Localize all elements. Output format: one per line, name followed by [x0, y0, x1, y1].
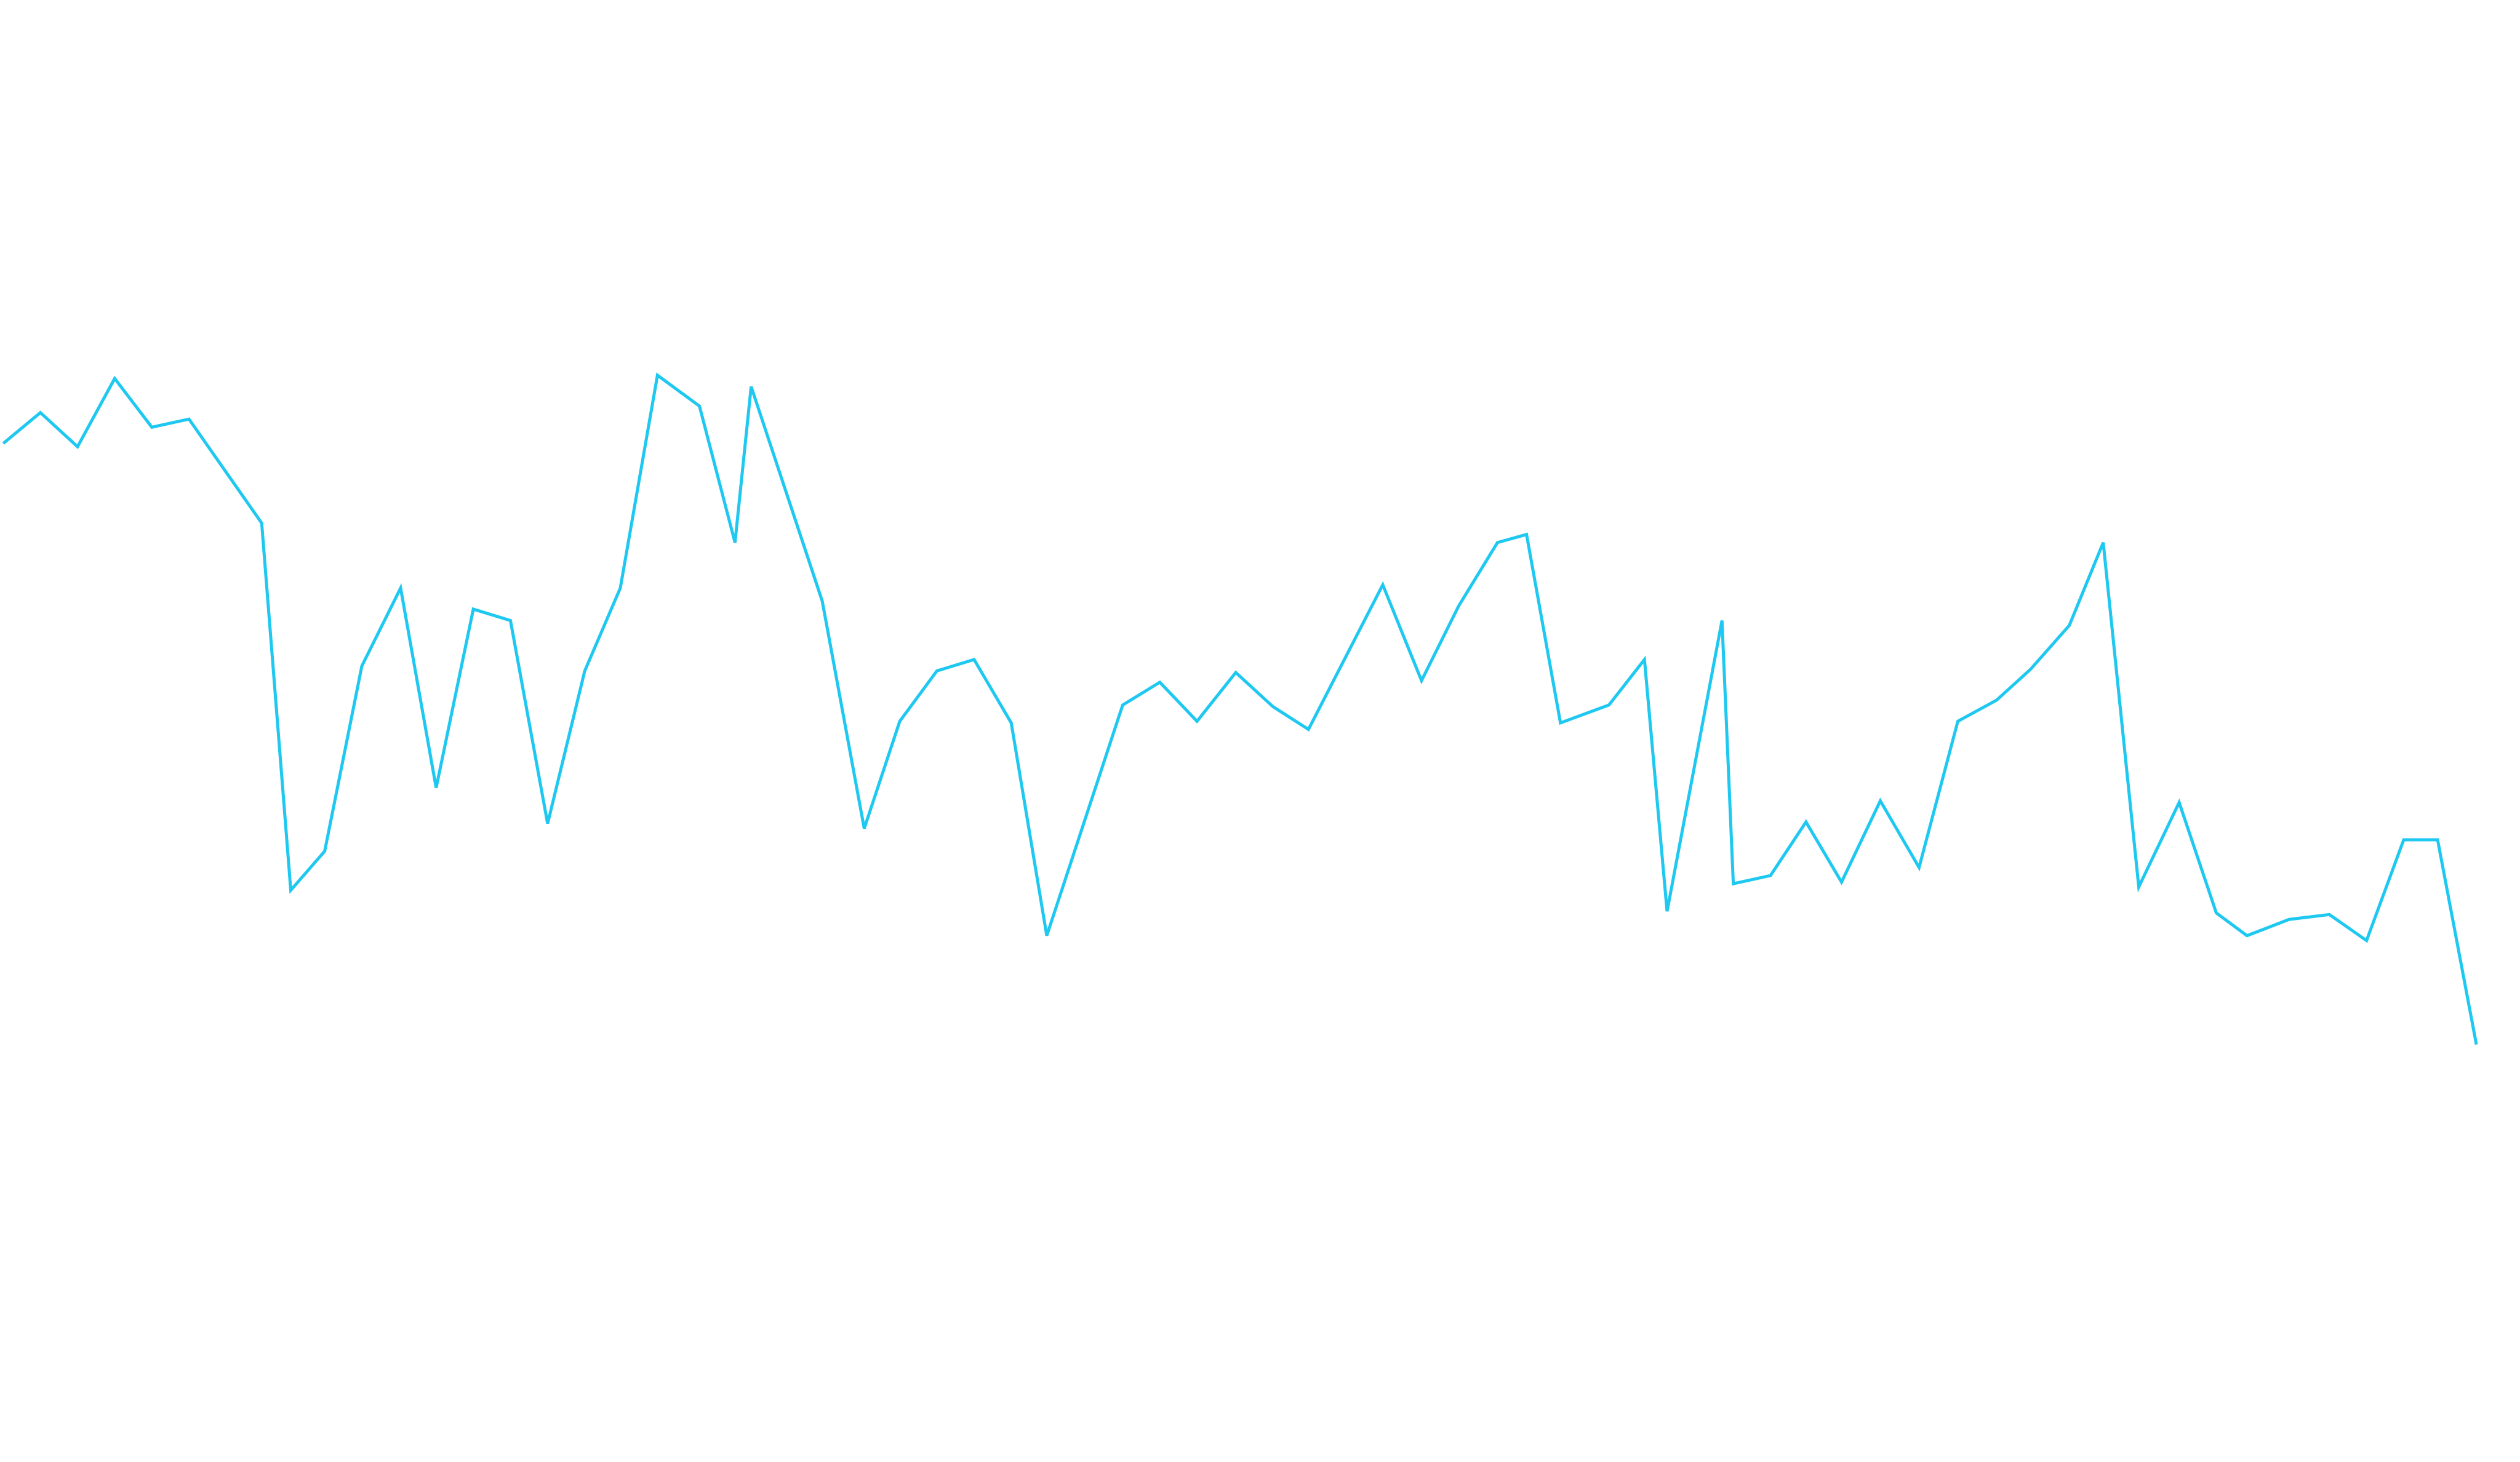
line-series [2, 372, 2478, 1045]
